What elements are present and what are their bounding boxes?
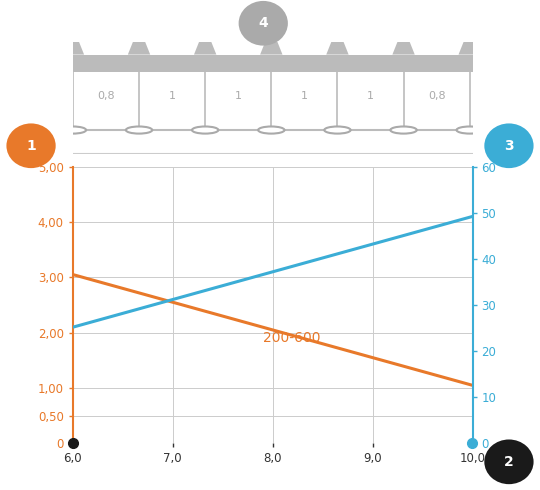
Text: 1: 1	[26, 139, 36, 153]
Polygon shape	[260, 26, 282, 54]
Text: 0,8: 0,8	[97, 91, 115, 100]
Text: 3: 3	[504, 139, 514, 153]
Circle shape	[484, 123, 534, 168]
Circle shape	[239, 1, 288, 46]
Bar	[73, 54, 472, 72]
Circle shape	[390, 126, 417, 134]
Text: 1: 1	[367, 91, 374, 100]
Text: 2: 2	[504, 455, 514, 469]
Circle shape	[60, 126, 86, 134]
Text: 1: 1	[168, 91, 176, 100]
Polygon shape	[458, 26, 481, 54]
Text: 1: 1	[301, 91, 308, 100]
Circle shape	[6, 123, 56, 168]
Polygon shape	[326, 26, 349, 54]
Polygon shape	[194, 26, 217, 54]
Circle shape	[126, 126, 152, 134]
Circle shape	[258, 126, 285, 134]
Text: 1: 1	[235, 91, 242, 100]
Text: 0,8: 0,8	[428, 91, 445, 100]
Text: 200-600: 200-600	[262, 331, 320, 345]
Polygon shape	[393, 26, 415, 54]
Text: 4: 4	[258, 16, 268, 30]
Polygon shape	[62, 26, 84, 54]
Circle shape	[456, 126, 483, 134]
Polygon shape	[128, 26, 150, 54]
Circle shape	[324, 126, 350, 134]
Circle shape	[192, 126, 218, 134]
Circle shape	[484, 440, 534, 484]
